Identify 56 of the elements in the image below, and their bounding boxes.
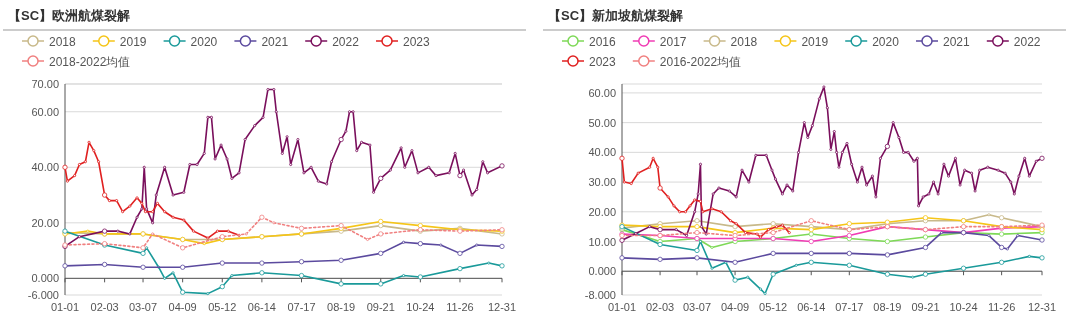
x-tick-label: 06-14 xyxy=(247,301,276,313)
x-tick-label: 12-31 xyxy=(1027,301,1057,313)
legend-label: 2023 xyxy=(403,34,431,49)
y-tick-label: 10.00 xyxy=(588,235,616,248)
chart-title: 【SC】新加坡航煤裂解 xyxy=(548,8,684,23)
x-tick-label: 08-19 xyxy=(327,301,356,313)
x-tick-label: 05-12 xyxy=(208,301,237,313)
legend-label: 2016-2022均值 xyxy=(659,54,742,69)
x-tick-label: 03-07 xyxy=(682,301,712,313)
y-tick-label: 60.00 xyxy=(588,86,616,99)
x-tick-label: 04-09 xyxy=(168,301,197,313)
x-tick-label: 09-21 xyxy=(911,301,940,313)
x-tick-label: 02-03 xyxy=(646,301,675,313)
legend-label: 2020 xyxy=(190,34,218,49)
x-tick-label: 10-24 xyxy=(406,301,435,313)
legend-label: 2023 xyxy=(589,54,617,69)
legend-label: 2021 xyxy=(261,34,289,49)
legend-label: 2021 xyxy=(943,34,971,49)
y-tick-label: 30.00 xyxy=(588,176,616,189)
legend-label: 2018-2022均值 xyxy=(49,54,131,69)
legend-label: 2018 xyxy=(49,34,77,49)
y-tick-label: -6.000 xyxy=(27,289,59,301)
x-tick-label: 03-07 xyxy=(128,301,158,313)
legend-label: 2016 xyxy=(589,34,617,49)
x-tick-label: 11-26 xyxy=(987,301,1016,313)
y-tick-label: 20.00 xyxy=(31,216,59,229)
x-tick-label: 01-01 xyxy=(50,301,80,313)
y-tick-label: 0.000 xyxy=(31,272,59,285)
y-tick-label: 70.00 xyxy=(31,78,59,90)
x-tick-label: 05-12 xyxy=(759,301,788,313)
y-tick-label: 40.00 xyxy=(31,161,59,174)
legend-label: 2018 xyxy=(730,34,758,49)
legend-label: 2022 xyxy=(1013,34,1041,49)
x-tick-label: 01-01 xyxy=(607,301,637,313)
x-tick-label: 02-03 xyxy=(90,301,119,313)
x-tick-label: 08-19 xyxy=(873,301,902,313)
y-tick-label: 50.00 xyxy=(588,116,616,129)
x-tick-label: 04-09 xyxy=(721,301,750,313)
x-tick-label: 10-24 xyxy=(949,301,978,313)
y-tick-label: -8.000 xyxy=(584,289,616,301)
x-tick-label: 09-21 xyxy=(366,301,395,313)
legend-label: 2019 xyxy=(119,34,147,49)
legend-label: 2020 xyxy=(872,34,900,49)
legend-label: 2019 xyxy=(801,34,829,49)
x-tick-label: 11-26 xyxy=(446,301,474,313)
x-tick-label: 12-31 xyxy=(487,301,517,313)
x-tick-label: 07-17 xyxy=(835,301,864,313)
y-tick-label: 40.00 xyxy=(588,146,616,159)
x-tick-label: 07-17 xyxy=(287,301,316,313)
x-tick-label: 06-14 xyxy=(797,301,826,313)
chart-title: 【SC】欧洲航煤裂解 xyxy=(8,8,131,23)
legend-label: 2017 xyxy=(659,34,687,49)
y-tick-label: 60.00 xyxy=(31,105,59,118)
legend-label: 2022 xyxy=(332,34,360,49)
y-tick-label: 0.000 xyxy=(588,265,616,278)
y-tick-label: 20.00 xyxy=(588,205,616,218)
